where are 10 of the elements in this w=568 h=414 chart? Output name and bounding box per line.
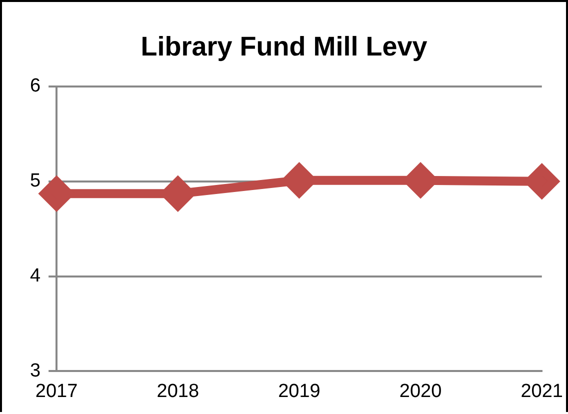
x-tick-label: 2018 xyxy=(156,380,200,402)
chart-title: Library Fund Mill Levy xyxy=(140,32,428,62)
y-tick-label: 5 xyxy=(30,170,41,192)
y-tick-label: 4 xyxy=(30,266,41,286)
x-tick-label: 2017 xyxy=(35,380,78,402)
x-tick-label: 2020 xyxy=(399,380,442,402)
x-tick-label: 2021 xyxy=(520,380,564,402)
y-tick-label: 6 xyxy=(30,76,41,97)
x-tick-label: 2019 xyxy=(278,380,320,402)
y-tick-label: 3 xyxy=(30,360,41,382)
